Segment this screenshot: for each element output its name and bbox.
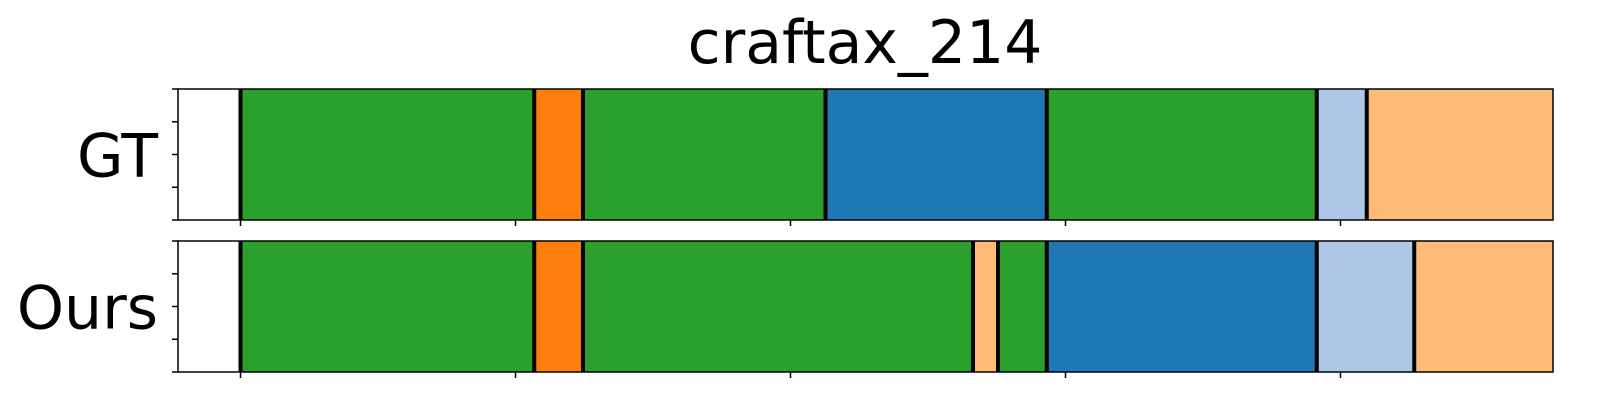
gt-row-label: GT xyxy=(77,122,158,192)
ours-segment-2 xyxy=(583,241,973,372)
gt-segment-0 xyxy=(240,89,535,220)
gt-segment-5 xyxy=(1316,89,1367,220)
ours-plot-frame xyxy=(177,240,1554,373)
gt-plot-frame xyxy=(177,88,1554,221)
ours-segments xyxy=(240,241,1553,372)
ours-panel: Ours xyxy=(17,240,1554,378)
gt-segment-6 xyxy=(1366,89,1553,220)
chart-title: craftax_214 xyxy=(688,8,1043,78)
gt-segment-1 xyxy=(534,89,583,220)
ours-segment-1 xyxy=(534,241,583,372)
gt-segments xyxy=(240,89,1553,220)
gt-segment-3 xyxy=(825,89,1047,220)
ours-segment-5 xyxy=(1046,241,1317,372)
ours-row-label: Ours xyxy=(17,274,158,344)
ours-segment-0 xyxy=(240,241,535,372)
gt-ticks xyxy=(172,88,1342,226)
ours-boundaries xyxy=(238,241,1417,372)
gt-segment-4 xyxy=(1046,89,1317,220)
ours-ticks xyxy=(172,240,1342,378)
ours-segment-3 xyxy=(973,241,998,372)
ours-segment-6 xyxy=(1316,241,1415,372)
gt-segment-2 xyxy=(583,89,826,220)
ours-segment-7 xyxy=(1414,241,1553,372)
gt-boundaries xyxy=(238,89,1369,220)
ours-segment-4 xyxy=(998,241,1047,372)
gt-panel: GT xyxy=(77,88,1554,226)
